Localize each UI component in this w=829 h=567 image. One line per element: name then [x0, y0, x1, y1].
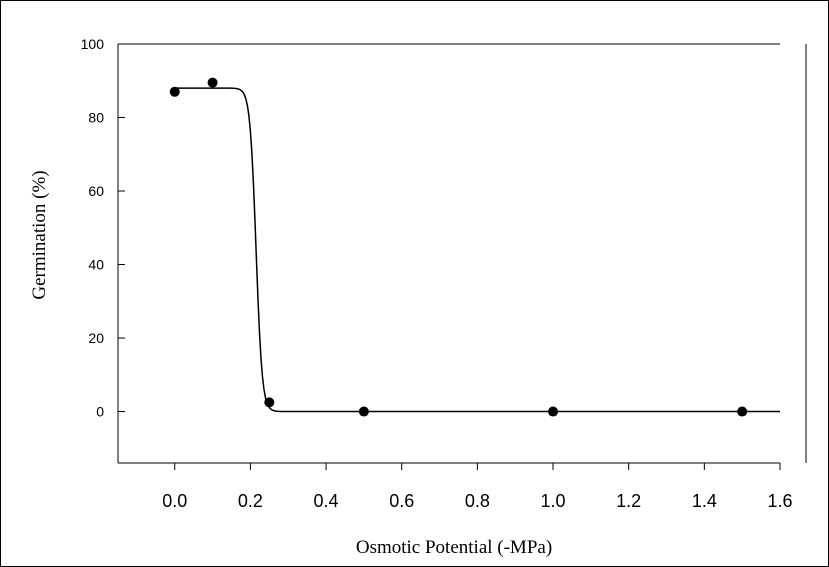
plot-frame: [117, 43, 807, 464]
data-point: [358, 406, 369, 417]
data-points: [169, 77, 748, 417]
x-tick-label: 1.4: [692, 491, 717, 511]
data-point: [264, 397, 275, 408]
y-axis-label: Germination (%): [29, 170, 50, 299]
x-tick-label: 1.0: [541, 491, 566, 511]
x-tick-label: 0.2: [238, 491, 263, 511]
x-axis-label: Osmotic Potential (-MPa): [356, 537, 552, 558]
x-tick-label: 1.6: [767, 491, 792, 511]
x-tick-label: 0.6: [389, 491, 414, 511]
y-tick-label: 60: [88, 183, 104, 199]
x-tick-label: 0.4: [314, 491, 339, 511]
y-tick-label: 80: [88, 110, 104, 126]
data-point: [207, 77, 218, 88]
y-tick-label: 100: [81, 36, 105, 52]
y-tick-label: 20: [88, 330, 104, 346]
x-tick-label: 0.0: [162, 491, 187, 511]
fit-curve: [174, 87, 780, 413]
y-tick-label: 40: [88, 257, 104, 273]
y-tick-label: 0: [96, 404, 104, 420]
x-axis-ticks: 0.0 0.2 0.4 0.6 0.8 1.0 1.2 1.4 1.6: [162, 463, 793, 511]
data-point: [737, 406, 748, 417]
data-point: [169, 86, 180, 97]
x-tick-label: 0.8: [465, 491, 490, 511]
x-tick-label: 1.2: [616, 491, 641, 511]
data-point: [548, 406, 559, 417]
y-axis-ticks: 0 20 40 60 80 100: [81, 36, 125, 420]
